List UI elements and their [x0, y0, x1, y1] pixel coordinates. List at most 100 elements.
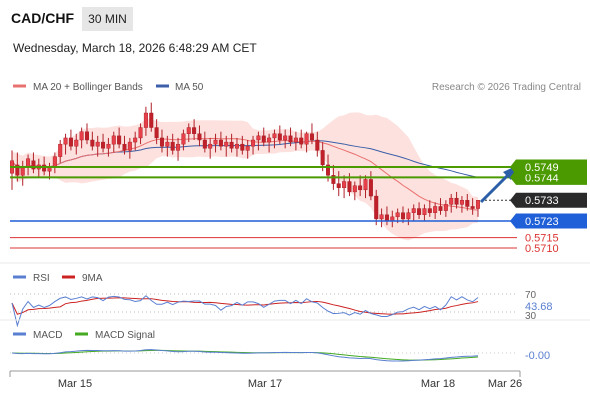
candle	[288, 135, 293, 143]
candle	[186, 127, 191, 134]
candle	[218, 139, 223, 147]
macd-signal-line	[11, 349, 479, 361]
candle	[165, 141, 170, 147]
candle	[272, 133, 277, 139]
candle	[379, 214, 384, 220]
candle	[181, 133, 186, 145]
candle	[299, 137, 304, 145]
candle	[42, 164, 47, 172]
candle	[427, 208, 432, 213]
candle	[229, 141, 234, 149]
resistance-2-label: 0.5744	[525, 172, 559, 184]
candle	[122, 143, 127, 151]
x-tick-label: Mar 18	[421, 378, 455, 390]
projection-arrow	[479, 173, 510, 204]
candle	[26, 158, 31, 168]
candle	[476, 200, 481, 209]
candle	[352, 185, 357, 193]
timeframe-button[interactable]: 30 MIN	[82, 7, 133, 31]
ma50-legend-swatch	[156, 84, 169, 88]
candle	[234, 143, 239, 149]
candle	[202, 139, 207, 149]
candle	[159, 137, 164, 147]
candle	[95, 141, 100, 147]
candle	[363, 179, 368, 191]
candle	[208, 143, 213, 149]
pair-title: CAD/CHF	[11, 10, 74, 26]
candle	[213, 139, 218, 145]
macd-line	[11, 349, 479, 362]
macd-signal-legend-label: MACD Signal	[95, 330, 155, 341]
candle	[459, 200, 464, 205]
macd-legend-swatch	[13, 332, 26, 336]
x-tick-label: Mar 17	[248, 378, 282, 390]
x-tick-label: Mar 26	[488, 378, 522, 390]
candle	[384, 214, 389, 222]
macd-panel	[11, 349, 479, 362]
macd-signal-legend-swatch	[75, 332, 88, 336]
macd-legend-label: MACD	[33, 330, 62, 341]
rsi-legend-label: RSI	[33, 273, 50, 284]
candle	[342, 181, 347, 188]
rsi-ma-line	[11, 297, 479, 315]
candle	[336, 183, 341, 188]
candle	[374, 195, 379, 220]
candle	[127, 141, 132, 151]
candle	[240, 143, 245, 151]
credit-label: Research © 2026 Trading Central	[432, 82, 581, 93]
candle	[261, 135, 266, 143]
candle	[79, 131, 84, 141]
rsi-panel	[11, 295, 479, 328]
candle	[277, 133, 282, 141]
last-price-tag	[510, 192, 587, 208]
candle	[267, 137, 272, 143]
candle	[256, 135, 261, 141]
ma20-legend-label: MA 20 + Bollinger Bands	[33, 82, 143, 93]
x-tick-label: Mar 15	[58, 378, 92, 390]
rsi-legend-swatch	[13, 275, 26, 279]
candle	[176, 143, 181, 151]
support-1-label: 0.5723	[525, 216, 559, 228]
candle	[326, 164, 331, 176]
rsi-value-backdrop	[521, 299, 557, 312]
candle	[320, 150, 325, 166]
candle	[449, 197, 454, 205]
rsi-ma-legend-swatch	[62, 275, 75, 279]
macd-value-label: -0.00	[525, 350, 550, 362]
ma20-line	[11, 137, 479, 211]
support-1-tag	[510, 213, 587, 229]
candle	[117, 135, 122, 145]
candle	[74, 139, 79, 147]
rsi-70-label: 70	[525, 290, 537, 301]
candle	[170, 141, 175, 151]
candle	[101, 141, 106, 149]
candle	[111, 135, 116, 145]
candle	[138, 127, 143, 139]
candle	[433, 206, 438, 213]
candle	[68, 137, 73, 147]
candle	[84, 131, 89, 141]
candle	[106, 143, 111, 149]
candle	[20, 166, 25, 176]
candle	[443, 204, 448, 211]
rsi-30-label: 30	[525, 311, 537, 322]
candle	[309, 133, 314, 141]
candle	[358, 185, 363, 191]
rsi-ma-legend-label: 9MA	[82, 273, 103, 284]
candle	[454, 197, 459, 205]
candle	[63, 137, 68, 145]
candle	[31, 160, 36, 170]
candle	[283, 135, 288, 141]
chart-datetime: Wednesday, March 18, 2026 6:48:29 AM CET	[13, 41, 257, 55]
candle	[133, 137, 138, 143]
candle	[192, 127, 197, 134]
candle	[347, 181, 352, 193]
rsi-value-label: 43.68	[525, 301, 553, 313]
candle	[411, 208, 416, 213]
rsi-line	[11, 295, 479, 328]
candle	[224, 141, 229, 147]
support-2-label: 0.5715	[525, 233, 559, 245]
candle	[154, 127, 159, 139]
